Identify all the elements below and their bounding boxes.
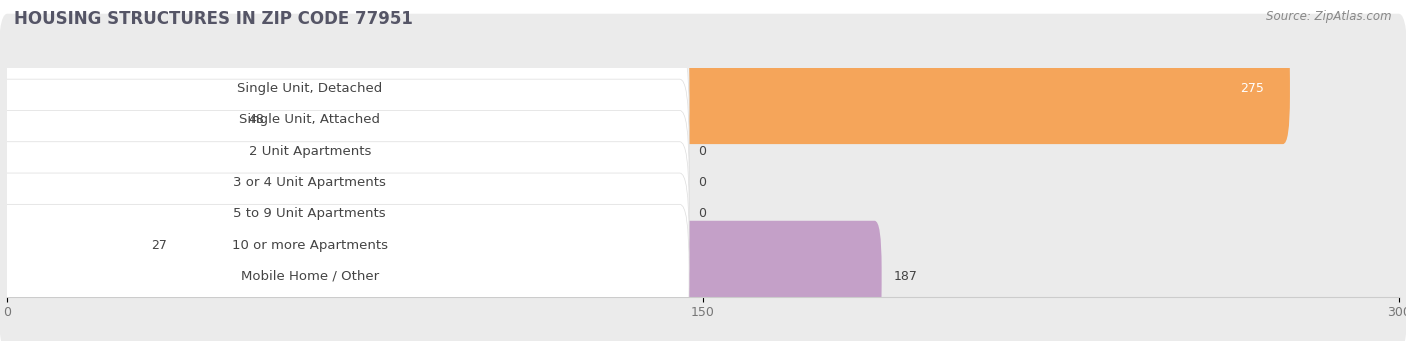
- FancyBboxPatch shape: [0, 202, 1406, 341]
- FancyBboxPatch shape: [0, 48, 689, 192]
- Text: 0: 0: [699, 145, 706, 158]
- FancyBboxPatch shape: [0, 142, 689, 286]
- FancyBboxPatch shape: [0, 204, 689, 341]
- Text: 5 to 9 Unit Apartments: 5 to 9 Unit Apartments: [233, 207, 387, 220]
- FancyBboxPatch shape: [0, 17, 689, 161]
- Text: 48: 48: [249, 113, 264, 126]
- Text: 0: 0: [699, 176, 706, 189]
- Text: 275: 275: [1240, 82, 1264, 95]
- FancyBboxPatch shape: [0, 79, 689, 223]
- FancyBboxPatch shape: [0, 14, 1406, 163]
- FancyBboxPatch shape: [0, 76, 1406, 226]
- Text: 0: 0: [699, 207, 706, 220]
- FancyBboxPatch shape: [0, 170, 1406, 320]
- FancyBboxPatch shape: [0, 45, 1406, 195]
- Text: 10 or more Apartments: 10 or more Apartments: [232, 239, 388, 252]
- FancyBboxPatch shape: [0, 173, 689, 317]
- Text: Source: ZipAtlas.com: Source: ZipAtlas.com: [1267, 10, 1392, 23]
- FancyBboxPatch shape: [0, 110, 689, 254]
- FancyBboxPatch shape: [0, 33, 1289, 144]
- Text: HOUSING STRUCTURES IN ZIP CODE 77951: HOUSING STRUCTURES IN ZIP CODE 77951: [14, 10, 413, 28]
- FancyBboxPatch shape: [0, 139, 1406, 288]
- FancyBboxPatch shape: [0, 221, 882, 332]
- Text: 187: 187: [893, 270, 917, 283]
- FancyBboxPatch shape: [0, 127, 17, 238]
- Text: 3 or 4 Unit Apartments: 3 or 4 Unit Apartments: [233, 176, 387, 189]
- Text: Mobile Home / Other: Mobile Home / Other: [240, 270, 378, 283]
- FancyBboxPatch shape: [0, 64, 236, 175]
- Text: Single Unit, Attached: Single Unit, Attached: [239, 113, 380, 126]
- Text: Single Unit, Detached: Single Unit, Detached: [238, 82, 382, 95]
- FancyBboxPatch shape: [0, 95, 17, 207]
- FancyBboxPatch shape: [0, 190, 139, 300]
- Text: 2 Unit Apartments: 2 Unit Apartments: [249, 145, 371, 158]
- FancyBboxPatch shape: [0, 158, 17, 269]
- FancyBboxPatch shape: [0, 108, 1406, 257]
- Text: 27: 27: [150, 239, 167, 252]
